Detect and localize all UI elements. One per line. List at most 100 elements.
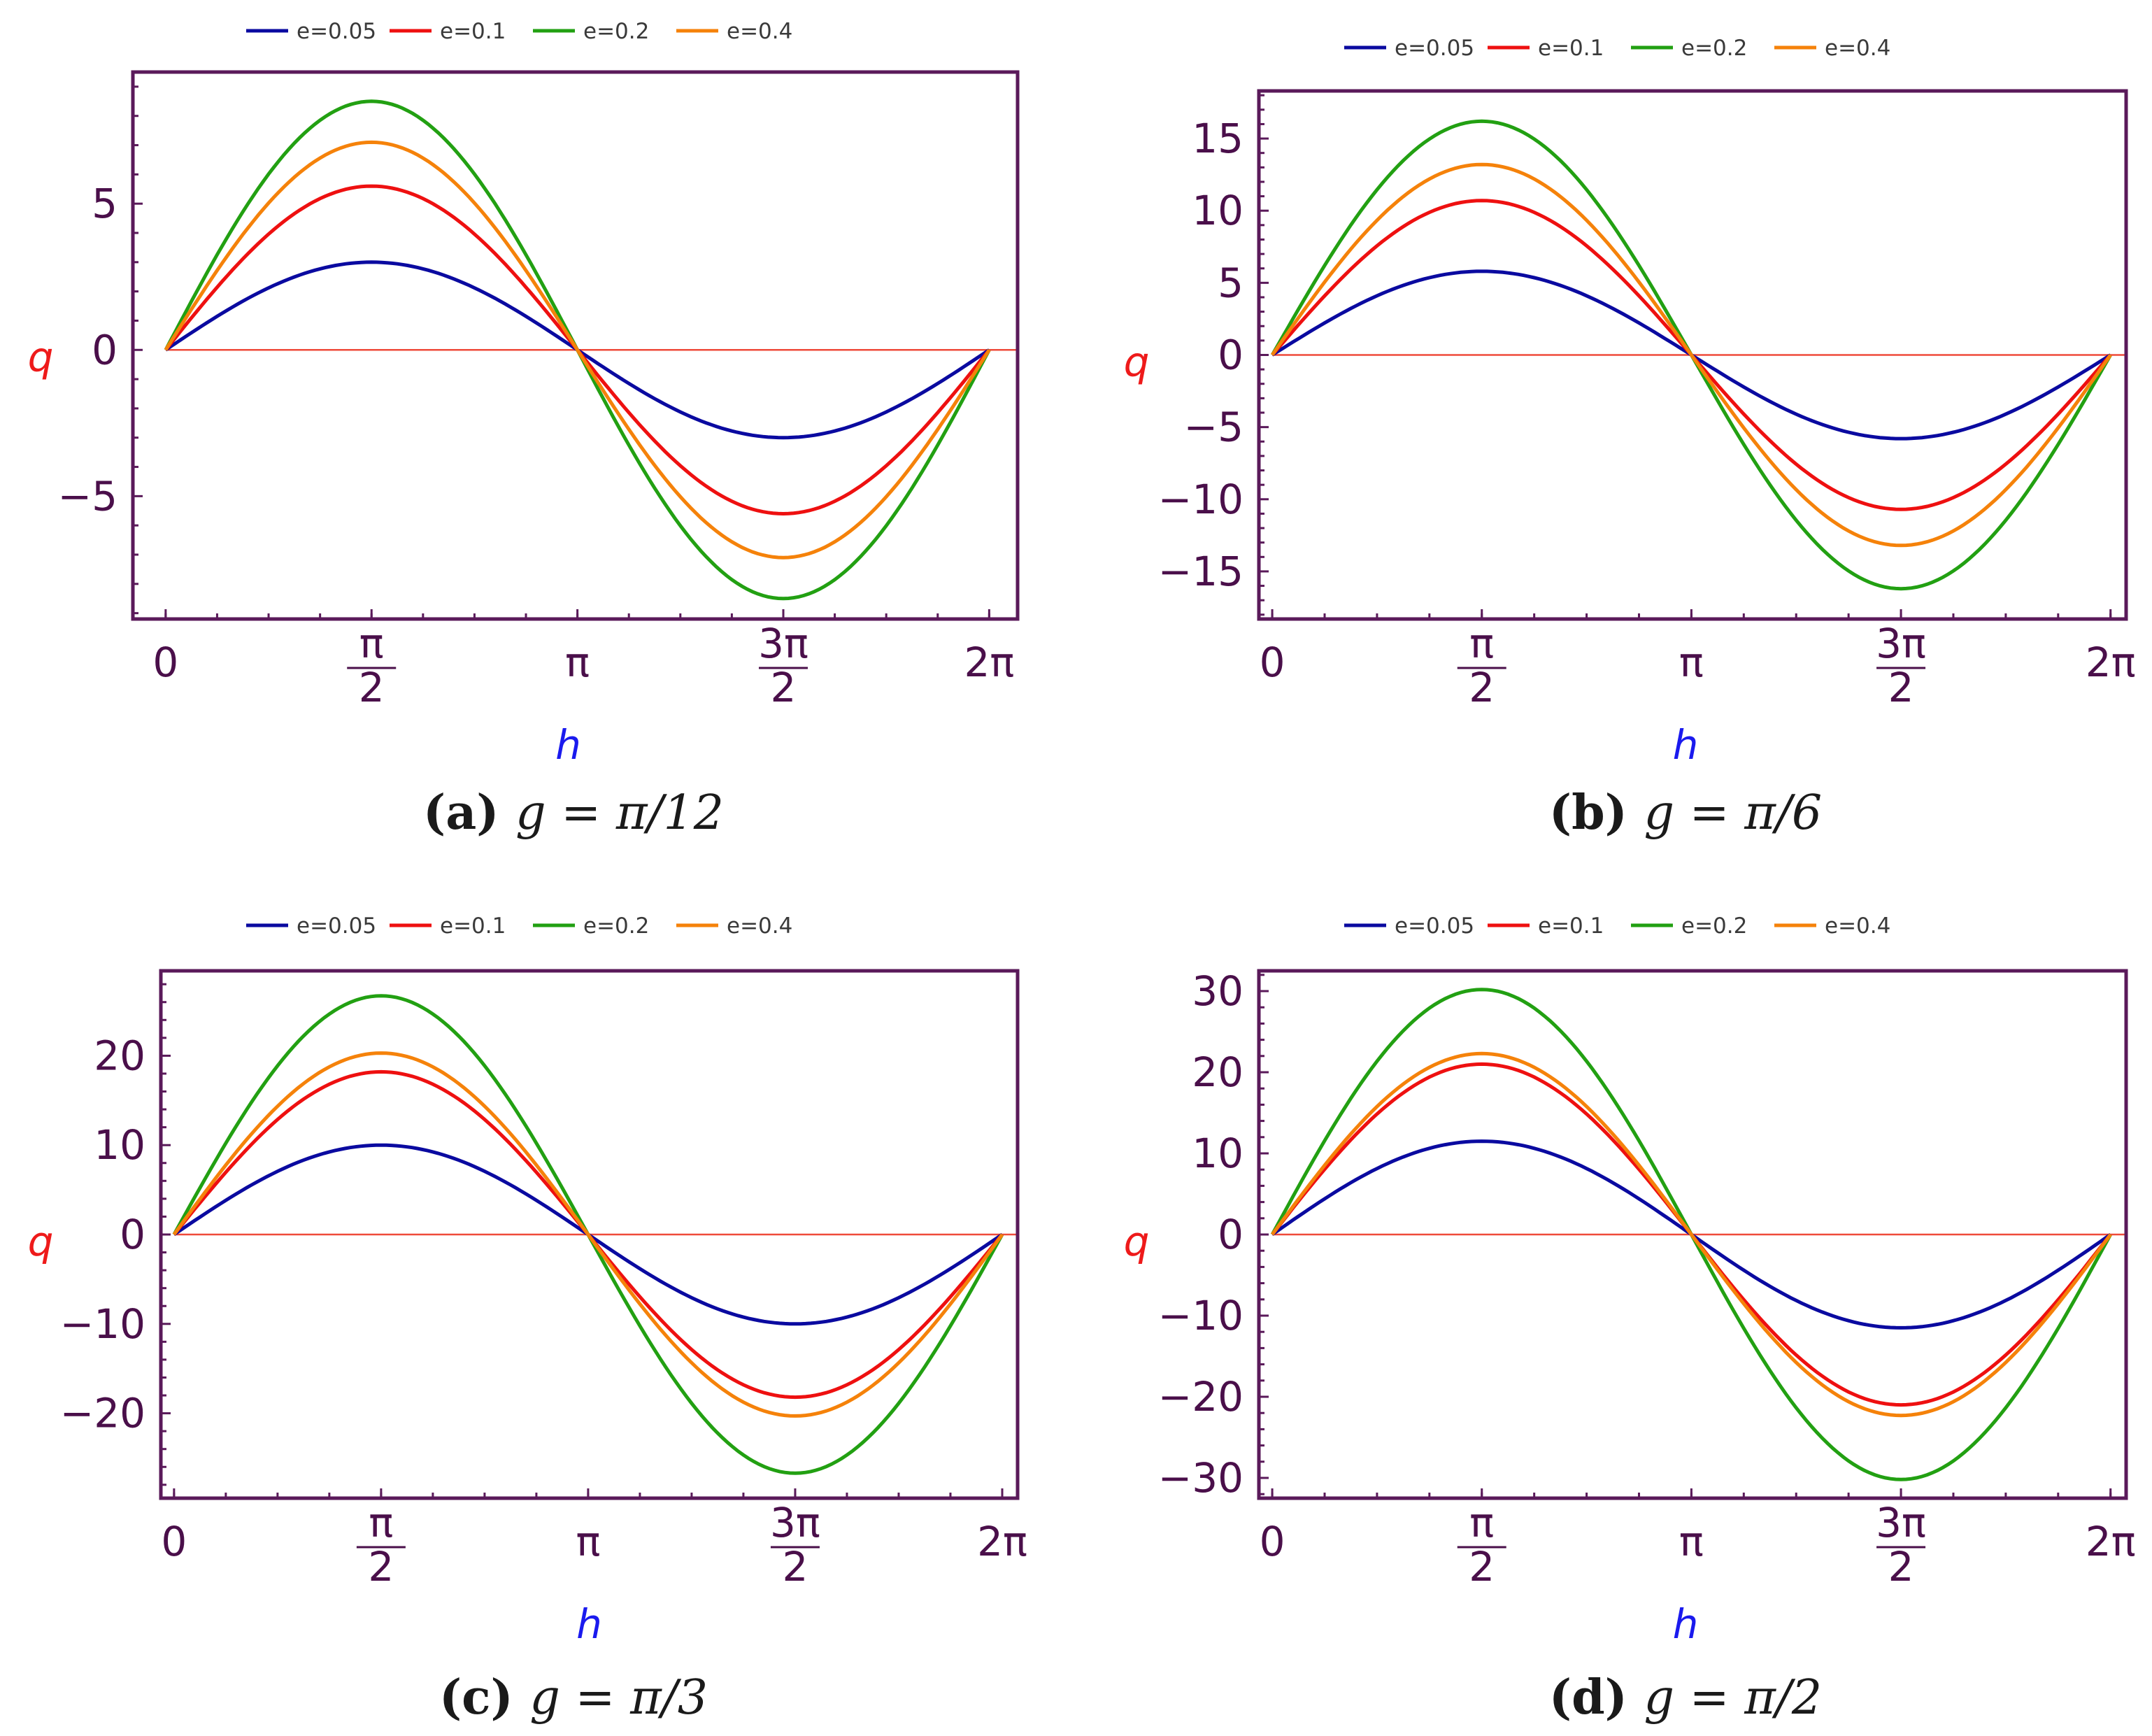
y-tick-label: 20	[94, 1032, 145, 1079]
y-tick-label: 0	[92, 326, 117, 373]
x-axis-label: h	[576, 1600, 602, 1648]
legend-label: e=0.4	[727, 913, 792, 939]
y-tick-label: 30	[1192, 967, 1244, 1015]
legend-label: e=0.1	[440, 19, 506, 44]
y-tick-label: −20	[1158, 1373, 1244, 1421]
legend-label: e=0.05	[297, 913, 376, 939]
legend-label: e=0.1	[1538, 36, 1604, 61]
legend-label: e=0.2	[1681, 36, 1747, 61]
legend-label: e=0.4	[1825, 913, 1890, 939]
series-line-e-0-4	[1271, 1051, 2112, 1418]
caption-letter: (a)	[423, 785, 515, 841]
x-tick-label: 2π	[2086, 639, 2136, 686]
x-tick-label-denominator: 2	[1469, 664, 1495, 711]
x-tick-label-denominator: 2	[782, 1543, 808, 1591]
y-tick-label: −20	[60, 1390, 145, 1437]
subfigure-caption: (a) g = π/12	[423, 785, 724, 841]
x-tick-label: 2π	[964, 639, 1014, 686]
x-tick-label: 0	[1260, 639, 1285, 686]
caption-equation: g = π/12	[515, 785, 724, 841]
x-tick-label-denominator: 2	[771, 664, 797, 711]
y-tick-label: 10	[94, 1121, 145, 1169]
x-tick-label: 2π	[977, 1518, 1027, 1565]
x-axis-label: h	[1673, 721, 1699, 769]
y-tick-label: 0	[1218, 332, 1244, 379]
caption-equation: g = π/2	[1644, 1670, 1822, 1726]
caption-letter: (b)	[1549, 785, 1644, 841]
caption-equation: g = π/6	[1644, 785, 1822, 841]
y-axis-label: q	[28, 333, 54, 380]
y-tick-label: 10	[1192, 1130, 1244, 1177]
y-tick-label: −5	[1184, 404, 1244, 451]
y-tick-label: −30	[1158, 1454, 1244, 1502]
legend: e=0.05 e=0.1 e=0.2 e=0.4	[246, 19, 792, 44]
y-tick-label: −10	[1158, 1292, 1244, 1339]
legend-label: e=0.1	[1538, 913, 1604, 939]
y-axis-label: q	[28, 1218, 54, 1265]
legend-label: e=0.05	[297, 19, 376, 44]
legend-label: e=0.2	[1681, 913, 1747, 939]
legend: e=0.05 e=0.1 e=0.2 e=0.4	[246, 913, 792, 939]
y-tick-label: −5	[58, 472, 118, 520]
legend: e=0.05 e=0.1 e=0.2 e=0.4	[1344, 913, 1890, 939]
y-tick-label: 15	[1192, 115, 1244, 162]
caption-letter: (d)	[1549, 1670, 1644, 1726]
legend-label: e=0.2	[583, 913, 649, 939]
y-tick-label: 5	[92, 180, 117, 227]
x-tick-label-numerator: 3π	[1876, 1499, 1926, 1546]
x-tick-label: 0	[1260, 1518, 1285, 1565]
x-tick-label-numerator: 3π	[770, 1499, 820, 1546]
subfigure-caption: (d) g = π/2	[1549, 1670, 1822, 1726]
x-tick-label-denominator: 2	[1888, 664, 1914, 711]
legend-label: e=0.2	[583, 19, 649, 44]
legend-label: e=0.05	[1395, 36, 1474, 61]
y-tick-label: 5	[1218, 259, 1244, 306]
x-tick-label-numerator: 3π	[758, 620, 808, 667]
subfigure-caption: (c) g = π/3	[439, 1670, 708, 1726]
y-tick-label: −10	[60, 1300, 145, 1348]
x-tick-label-numerator: π	[359, 620, 384, 667]
x-tick-label: π	[1679, 1518, 1704, 1565]
x-tick-label-numerator: π	[1469, 620, 1494, 667]
x-tick-label-denominator: 2	[1469, 1543, 1495, 1591]
y-tick-label: 20	[1192, 1048, 1244, 1096]
series-line-e-0-4	[172, 1051, 1004, 1418]
x-tick-label: π	[565, 639, 590, 686]
x-tick-label: π	[1679, 639, 1704, 686]
caption-equation: g = π/3	[529, 1670, 708, 1726]
caption-letter: (c)	[439, 1670, 529, 1726]
y-tick-label: 0	[1218, 1211, 1244, 1258]
y-tick-label: −15	[1158, 548, 1244, 595]
x-tick-label-numerator: π	[369, 1499, 393, 1546]
x-axis-label: h	[555, 721, 581, 769]
x-tick-label-denominator: 2	[359, 664, 385, 711]
x-tick-label-denominator: 2	[1888, 1543, 1914, 1591]
x-tick-label: 0	[152, 639, 178, 686]
series-line-e-0-4	[1271, 162, 2112, 548]
legend-label: e=0.4	[1825, 36, 1890, 61]
x-tick-label-numerator: π	[1469, 1499, 1494, 1546]
y-axis-label: q	[1124, 1218, 1150, 1265]
x-tick-label: 2π	[2086, 1518, 2136, 1565]
x-tick-label-numerator: 3π	[1876, 620, 1926, 667]
y-tick-label: 10	[1192, 187, 1244, 234]
legend-label: e=0.05	[1395, 913, 1474, 939]
x-axis-label: h	[1673, 1600, 1699, 1648]
legend: e=0.05 e=0.1 e=0.2 e=0.4	[1344, 36, 1890, 61]
y-tick-label: 0	[120, 1211, 145, 1258]
subfigure-caption: (b) g = π/6	[1549, 785, 1822, 841]
x-tick-label-denominator: 2	[368, 1543, 394, 1591]
legend-label: e=0.1	[440, 913, 506, 939]
plot-frame	[131, 70, 1020, 621]
legend-label: e=0.4	[727, 19, 792, 44]
x-tick-label: π	[576, 1518, 600, 1565]
series-line-e-0-4	[164, 140, 991, 560]
y-axis-label: q	[1124, 339, 1150, 386]
x-tick-label: 0	[161, 1518, 187, 1565]
y-tick-label: −10	[1158, 476, 1244, 523]
